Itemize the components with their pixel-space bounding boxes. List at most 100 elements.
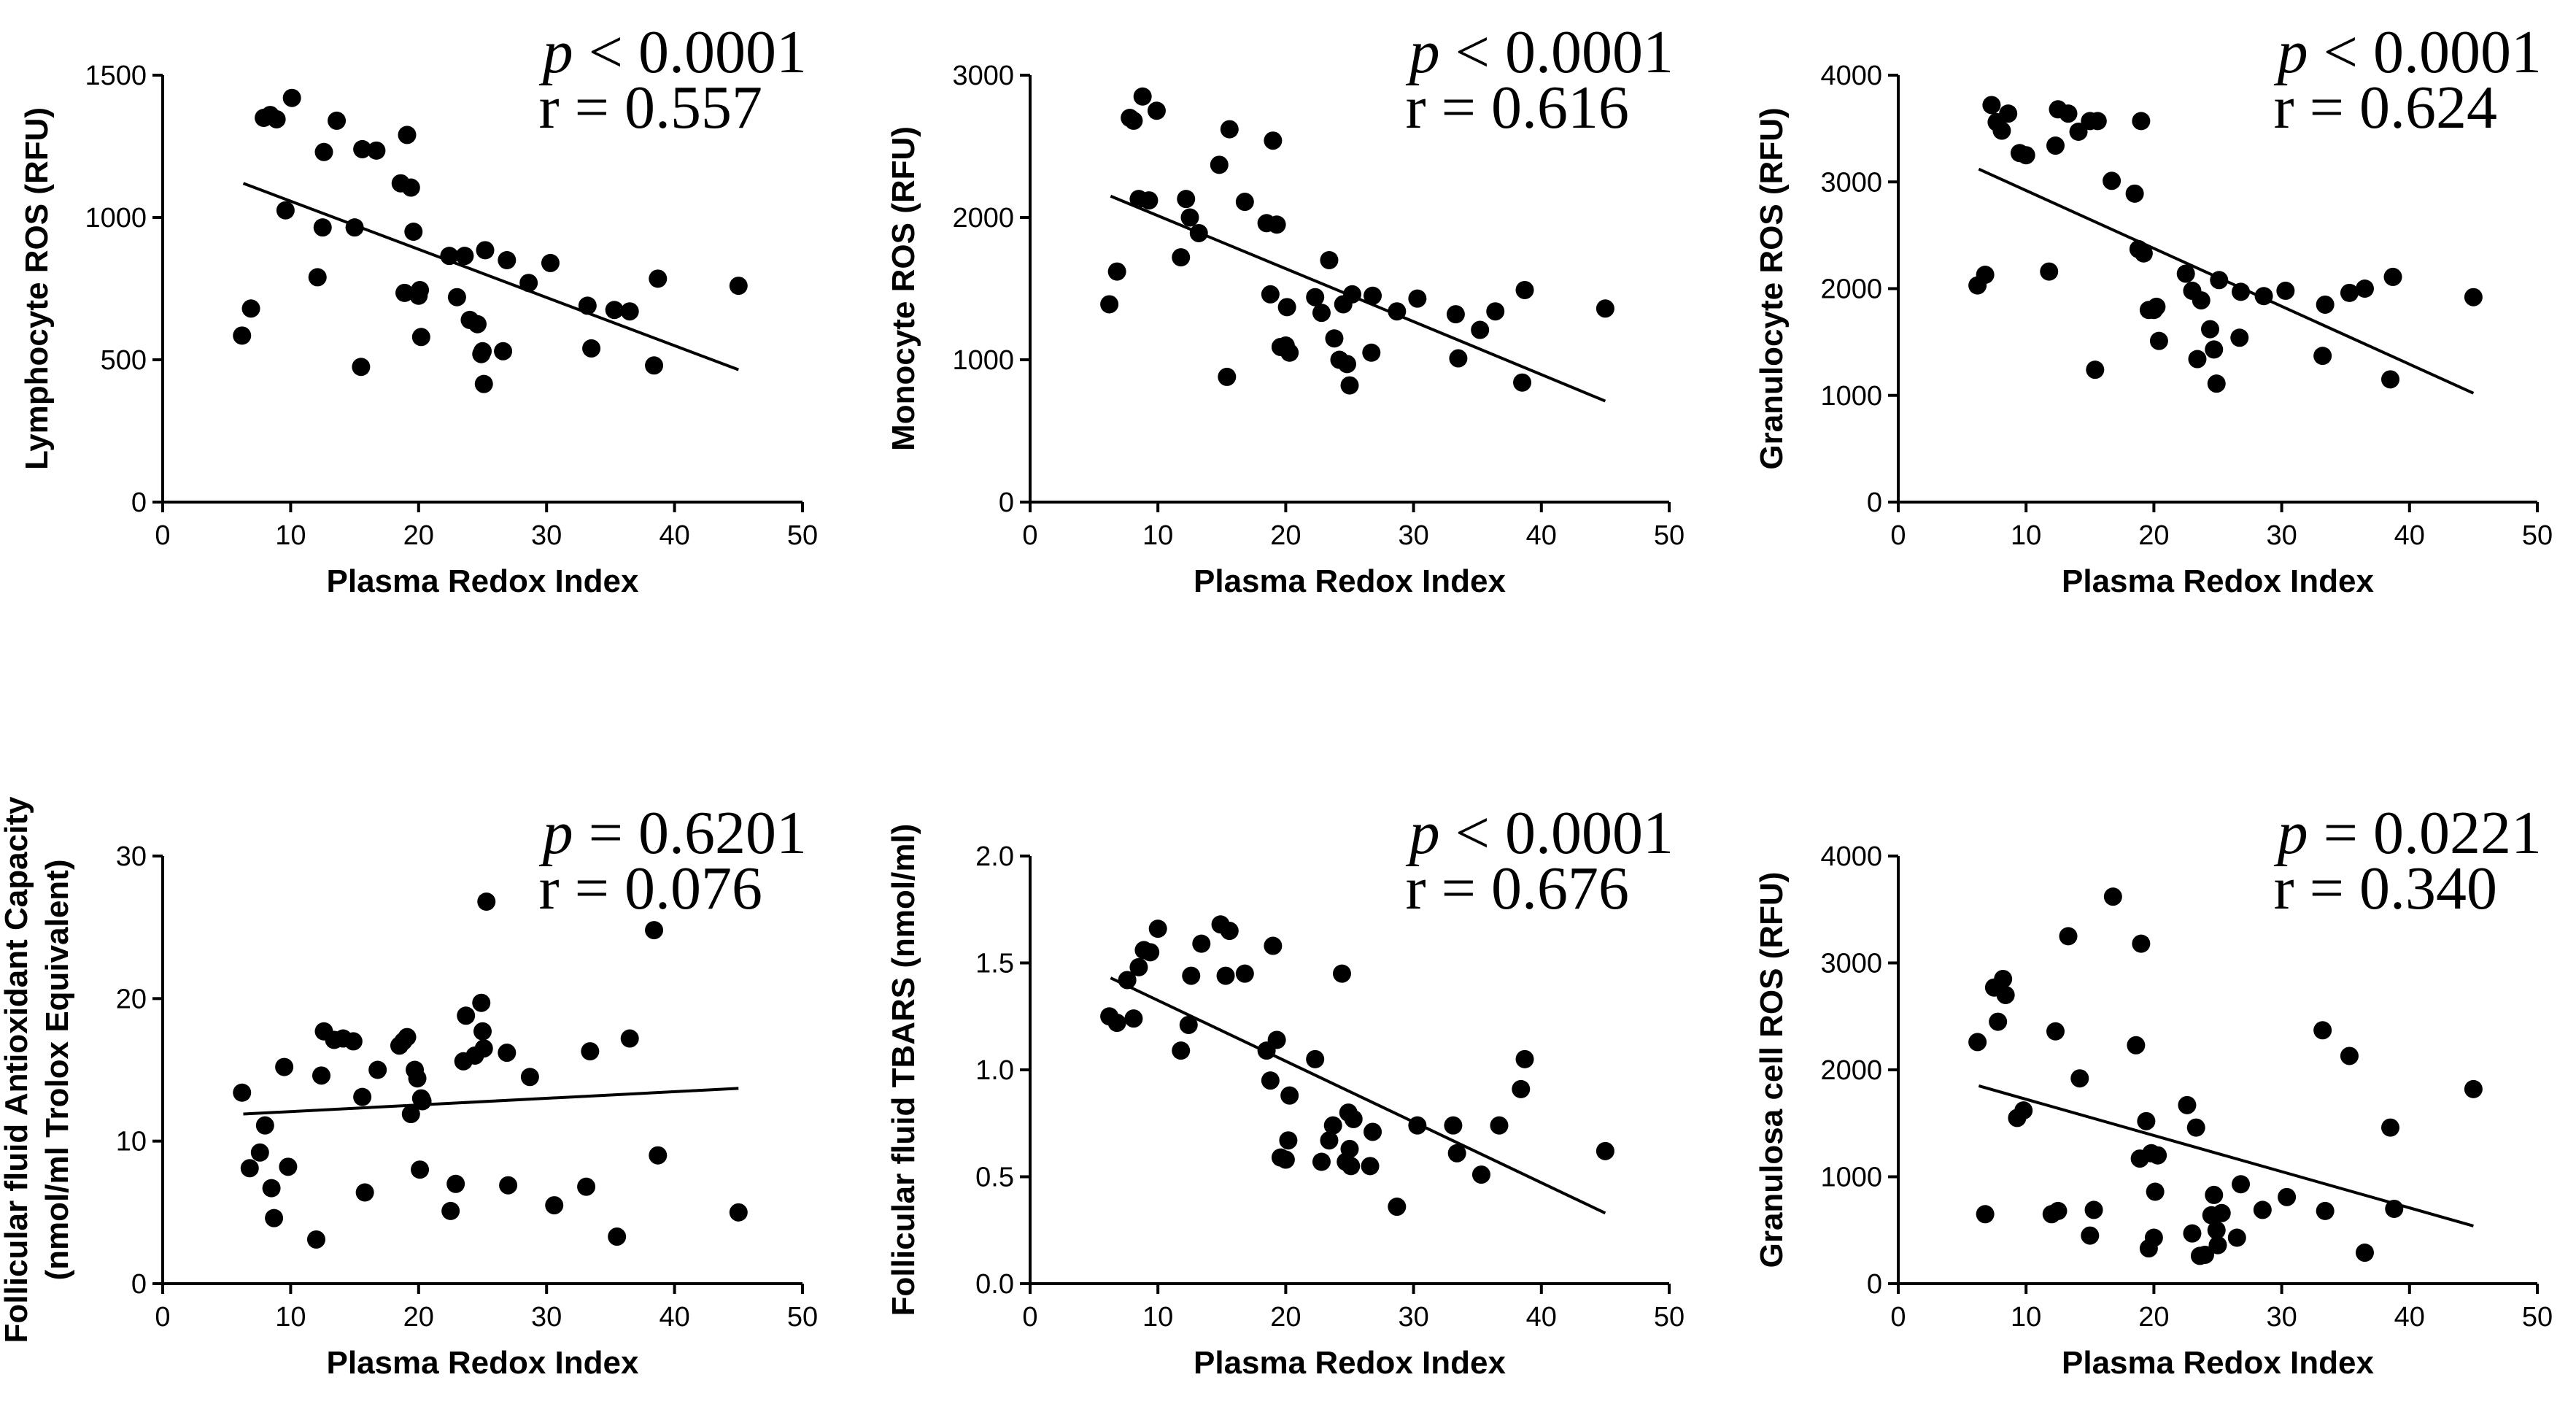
data-point: [308, 268, 327, 287]
data-point: [1596, 299, 1614, 318]
p-value: = 0.0221: [2308, 799, 2542, 867]
x-axis-title: Plasma Redox Index: [1194, 1345, 1506, 1381]
y-tick-label: 2000: [1820, 1055, 1882, 1086]
data-point: [2340, 1046, 2359, 1065]
data-point: [328, 111, 347, 130]
data-point: [2464, 288, 2483, 307]
data-point: [499, 1176, 518, 1195]
x-tick-label: 30: [1398, 1302, 1428, 1333]
x-tick-label: 10: [275, 520, 306, 551]
data-point: [1172, 1041, 1191, 1060]
data-point: [1177, 190, 1196, 209]
data-point: [279, 1157, 298, 1176]
data-point: [1364, 1122, 1382, 1141]
data-point: [2464, 1079, 2483, 1098]
data-point: [2132, 112, 2151, 131]
data-point: [1992, 121, 2011, 140]
data-point: [2132, 934, 2151, 953]
data-point: [520, 1068, 539, 1087]
data-point: [2049, 1201, 2068, 1220]
x-tick-label: 10: [1142, 1302, 1173, 1333]
y-axis-title: Follicular fluid Antioxidant Capacity: [0, 796, 34, 1343]
data-point: [581, 1042, 600, 1061]
data-point: [474, 1039, 493, 1058]
x-axis-title: Plasma Redox Index: [327, 1345, 639, 1381]
y-tick-label: 0: [131, 1269, 147, 1300]
data-point: [398, 126, 417, 144]
data-point: [498, 251, 517, 269]
data-point: [582, 339, 601, 358]
r-value-annotation: r = 0.624: [2274, 74, 2497, 142]
x-tick-label: 40: [2394, 520, 2425, 551]
y-tick-label: 1.5: [975, 949, 1014, 979]
data-point: [645, 921, 664, 940]
data-point: [2316, 295, 2335, 314]
data-point: [472, 993, 491, 1012]
data-point: [1235, 193, 1254, 212]
data-point: [1280, 343, 1299, 362]
data-point: [2381, 1118, 2400, 1137]
x-axis-title: Plasma Redox Index: [1194, 563, 1506, 599]
data-point: [1320, 1131, 1339, 1150]
x-tick-label: 30: [2266, 520, 2297, 551]
data-point: [1490, 1116, 1509, 1135]
data-point: [1449, 349, 1468, 368]
data-point: [411, 280, 430, 299]
data-point: [1189, 223, 1208, 242]
data-point: [1261, 285, 1280, 304]
data-point: [1148, 920, 1167, 938]
data-point: [498, 1044, 517, 1063]
p-value-annotation: p = 0.0221: [2274, 799, 2542, 867]
x-tick-label: 50: [2522, 520, 2553, 551]
y-tick-label: 10: [116, 1127, 147, 1157]
data-point: [1408, 1116, 1427, 1135]
r-value-annotation: r = 0.340: [2274, 855, 2497, 922]
data-point: [1264, 936, 1283, 955]
data-point: [2227, 1228, 2246, 1247]
data-point: [2232, 282, 2251, 301]
y-tick-label: 4000: [1820, 841, 1882, 872]
data-point: [306, 1230, 325, 1249]
data-point: [440, 247, 459, 266]
data-point: [401, 178, 420, 197]
data-point: [1513, 373, 1532, 392]
y-axis-title: Lymphocyte ROS (RFU): [19, 107, 55, 470]
data-point: [620, 302, 639, 321]
data-point: [1147, 101, 1166, 120]
data-point: [1312, 304, 1331, 323]
x-tick-label: 20: [403, 520, 434, 551]
data-point: [1107, 262, 1126, 281]
data-point: [2014, 1101, 2033, 1120]
x-tick-label: 40: [2394, 1302, 2425, 1333]
x-tick-label: 20: [403, 1302, 434, 1333]
data-point: [314, 142, 333, 161]
p-symbol: p: [539, 799, 573, 867]
data-point: [1124, 111, 1143, 130]
data-point: [545, 1196, 564, 1215]
y-tick-label: 20: [116, 984, 147, 1014]
x-tick-label: 20: [2138, 1302, 2169, 1333]
data-point: [2103, 887, 2122, 906]
p-value-annotation: p < 0.0001: [539, 18, 807, 86]
data-point: [1107, 1014, 1126, 1033]
data-point: [2144, 1228, 2163, 1247]
data-point: [2385, 1199, 2404, 1218]
data-point: [2088, 112, 2107, 131]
data-point: [2040, 262, 2059, 281]
data-point: [404, 223, 423, 241]
x-tick-label: 0: [155, 520, 170, 551]
data-point: [1118, 971, 1137, 990]
x-axis-title: Plasma Redox Index: [2062, 563, 2374, 599]
data-point: [276, 201, 295, 220]
data-point: [1276, 1150, 1295, 1169]
data-point: [1332, 964, 1351, 983]
data-point: [2183, 1224, 2202, 1243]
data-point: [2059, 104, 2078, 123]
data-point: [1337, 355, 1356, 374]
p-symbol: p: [1406, 799, 1440, 867]
data-point: [620, 1029, 639, 1048]
data-point: [1264, 131, 1283, 150]
data-point: [2207, 374, 2226, 393]
x-tick-label: 0: [1890, 1302, 1906, 1333]
data-point: [1340, 376, 1359, 395]
